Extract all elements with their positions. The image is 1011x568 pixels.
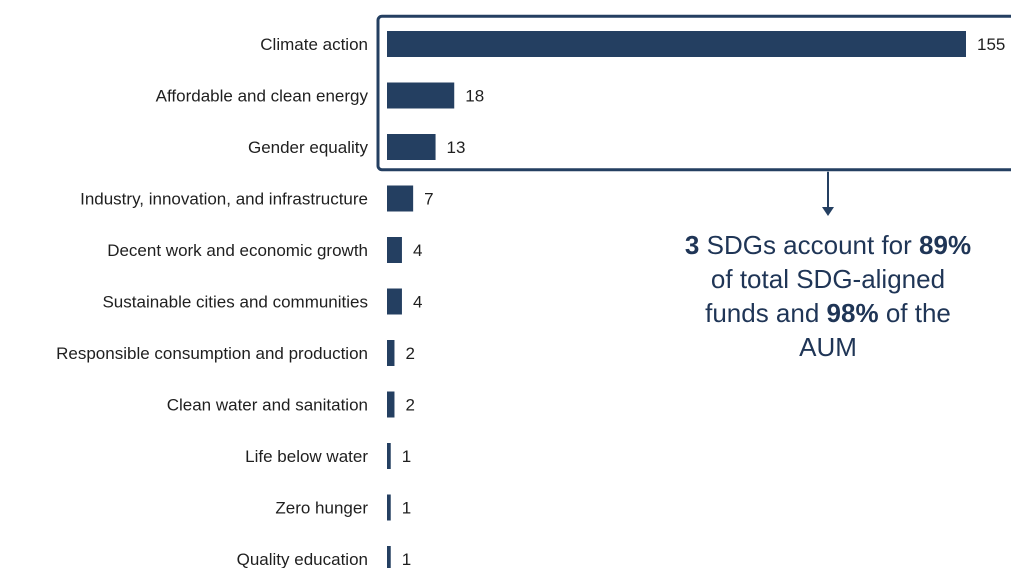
bar — [387, 443, 391, 469]
bars — [387, 31, 966, 568]
category-label: Sustainable cities and communities — [102, 293, 368, 312]
category-label: Decent work and economic growth — [107, 241, 368, 260]
callout-text: 3 SDGs account for 89% of total SDG-alig… — [680, 228, 976, 364]
value-label: 1 — [402, 499, 411, 518]
bar — [387, 391, 395, 418]
value-label: 4 — [413, 241, 422, 260]
bar — [387, 31, 966, 57]
value-label: 1 — [402, 550, 411, 568]
bar — [387, 494, 391, 521]
value-label: 7 — [424, 190, 433, 209]
callout-text-part1: SDGs account for — [699, 230, 920, 260]
callout-text-part2: of total SDG-aligned funds and — [705, 264, 946, 328]
value-labels: 155 18 13 7 4 4 2 2 1 1 1 — [402, 35, 1006, 568]
bar — [387, 237, 402, 263]
highlight-box — [376, 14, 1011, 172]
category-label: Clean water and sanitation — [167, 396, 368, 415]
callout-funds-pct: 89% — [919, 230, 972, 260]
category-label: Quality education — [237, 550, 368, 568]
category-label: Responsible consumption and production — [56, 344, 368, 363]
category-label: Climate action — [260, 35, 368, 54]
value-label: 2 — [405, 396, 414, 415]
category-label: Industry, innovation, and infrastructure — [80, 190, 368, 209]
value-label: 2 — [405, 344, 414, 363]
bar — [387, 134, 436, 160]
bar — [387, 185, 414, 212]
value-label: 1 — [402, 447, 411, 466]
bar — [387, 340, 395, 366]
value-label: 4 — [413, 293, 422, 312]
arrow-head — [822, 207, 834, 216]
value-label: 18 — [465, 87, 484, 106]
callout-sdg-count: 3 — [684, 230, 700, 260]
callout-aum-pct: 98% — [826, 298, 879, 328]
category-label: Life below water — [245, 447, 368, 466]
bar — [387, 546, 391, 568]
category-labels: Climate action Affordable and clean energ… — [56, 35, 368, 568]
callout-text-part3: of the AUM — [799, 298, 951, 362]
category-label: Zero hunger — [275, 499, 368, 518]
value-label: 155 — [977, 35, 1005, 54]
bar — [387, 82, 455, 109]
bar — [387, 288, 402, 315]
category-label: Gender equality — [248, 138, 369, 157]
value-label: 13 — [447, 138, 466, 157]
category-label: Affordable and clean energy — [156, 87, 369, 106]
